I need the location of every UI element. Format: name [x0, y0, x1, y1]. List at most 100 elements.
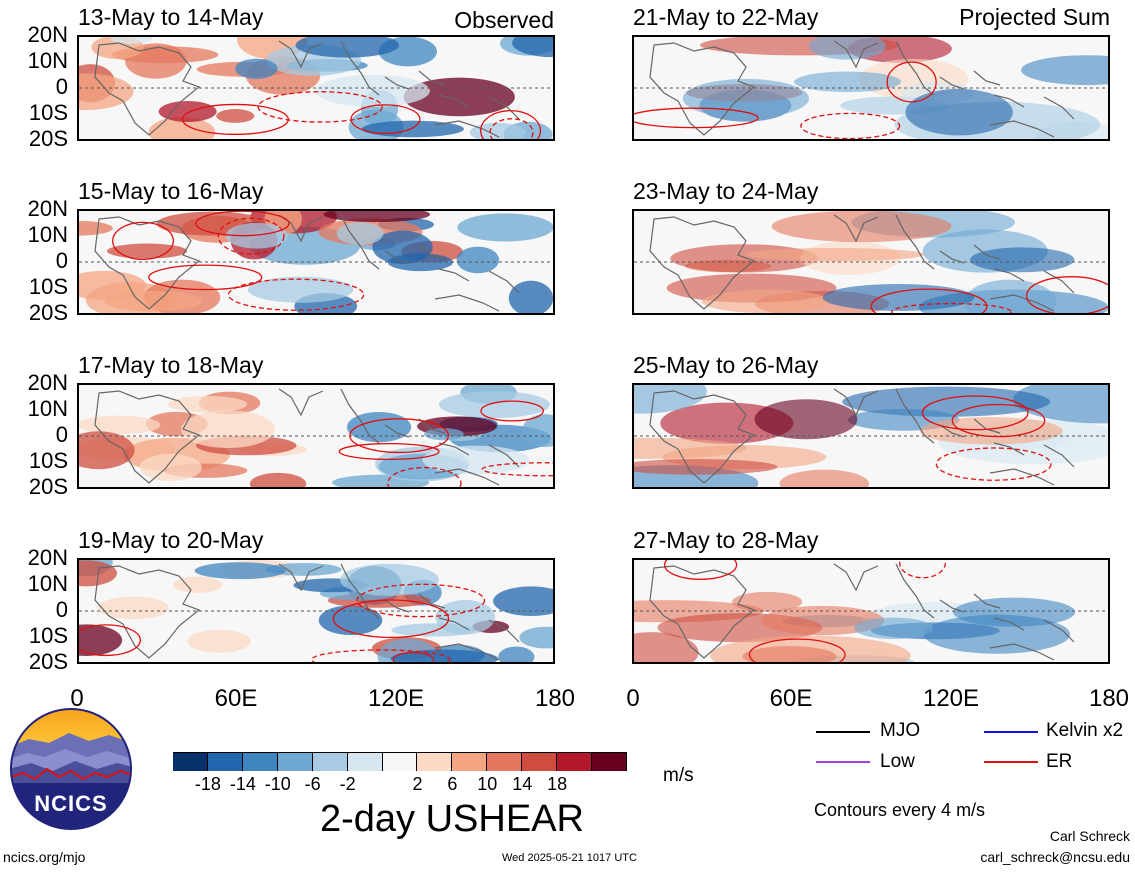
panel-title: 23-May to 24-May — [633, 178, 819, 204]
coastline-maritime — [895, 563, 1075, 643]
shear-blob — [456, 246, 500, 274]
coastline-maritime — [340, 214, 520, 294]
lat-label: 10S — [28, 448, 68, 473]
panel-title: 15-May to 16-May — [78, 178, 264, 204]
shear-blob — [173, 576, 223, 593]
lat-label: 0 — [55, 597, 68, 622]
shear-blob — [809, 37, 886, 60]
lat-label: 20N — [27, 22, 68, 47]
shear-blob — [794, 71, 902, 93]
er-contour — [387, 466, 462, 487]
shear-blob — [187, 629, 251, 653]
lat-label: 20S — [28, 300, 68, 325]
shear-blob — [438, 391, 550, 419]
er-contour — [870, 288, 988, 313]
shear-blob — [854, 617, 934, 640]
shear-blob — [634, 437, 748, 459]
legend-label: Kelvin x2 — [1046, 720, 1124, 741]
lat-label: 10S — [28, 623, 68, 648]
coastline-africa — [94, 565, 201, 659]
panel-corner-label: Observed — [454, 7, 554, 33]
coastline-india — [833, 214, 879, 243]
colorbar-tick-label: -2 — [339, 774, 356, 794]
footer-email[interactable]: carl_schreck@ncsu.edu — [980, 849, 1130, 865]
panel-corner-label: Projected Sum — [959, 4, 1110, 30]
lat-label: 0 — [55, 74, 68, 99]
er-contour — [748, 638, 846, 662]
map-svg — [634, 385, 1108, 487]
lat-label: 20N — [27, 545, 68, 570]
colorbar-tick-label: 10 — [477, 774, 498, 794]
shear-blob — [97, 596, 169, 620]
er-contour — [217, 217, 285, 255]
er-contour — [891, 302, 1012, 313]
legend-swatch-low — [816, 761, 870, 763]
er-contour — [921, 395, 1029, 431]
coastline-maritime — [895, 40, 1075, 120]
lat-label: 10N — [27, 48, 68, 73]
er-contour — [257, 91, 383, 123]
lat-label: 10N — [27, 396, 68, 421]
shear-blob — [469, 122, 526, 139]
shear-blob — [79, 431, 135, 470]
map-panel — [632, 558, 1110, 664]
logo-text: NCICS — [34, 791, 108, 816]
er-contour — [332, 599, 450, 639]
map-svg — [634, 560, 1108, 662]
colorbar-tick-label: -6 — [304, 774, 321, 794]
colorbar-cell — [312, 753, 348, 771]
er-contour — [480, 400, 544, 422]
shear-blob — [107, 243, 188, 259]
main-title: 2-day USHEAR — [320, 798, 584, 840]
lon-label: 0 — [626, 685, 640, 712]
lon-label: 180 — [534, 685, 576, 712]
shear-blob — [139, 453, 202, 482]
colorbar-tick-label: 2 — [412, 774, 423, 794]
er-contour — [392, 651, 435, 662]
shear-blob — [315, 74, 430, 107]
shear-blob — [701, 289, 832, 313]
map-svg — [634, 211, 1108, 313]
coastline-india — [278, 563, 324, 592]
colorbar-units: m/s — [663, 765, 694, 786]
colorbar — [173, 752, 627, 771]
map-panel — [632, 383, 1110, 489]
er-contour — [227, 278, 365, 311]
shear-blob — [519, 626, 553, 649]
colorbar-tick-label: -14 — [229, 774, 256, 794]
colorbar-cell — [382, 753, 418, 771]
shear-blob — [318, 605, 383, 636]
coastline-india — [278, 40, 324, 69]
colorbar-tick-label: -18 — [194, 774, 221, 794]
map-svg — [79, 385, 553, 487]
coastline-maritime — [340, 388, 520, 468]
contour-note: Contours every 4 m/s — [814, 800, 986, 820]
shear-blob — [295, 37, 399, 58]
er-contour — [338, 442, 440, 461]
legend-swatch-mjo — [816, 731, 870, 733]
colorbar-cell — [592, 753, 627, 771]
er-contour — [663, 560, 738, 580]
map-svg — [634, 37, 1108, 139]
shear-blob — [779, 469, 870, 487]
footer-url[interactable]: ncics.org/mjo — [3, 849, 86, 865]
shear-blob — [225, 222, 288, 249]
map-svg — [79, 37, 553, 139]
shear-blob — [194, 562, 286, 580]
coastline-india — [278, 388, 324, 417]
coastline-africa — [649, 42, 756, 136]
map-panel — [77, 383, 555, 489]
shear-blob — [339, 563, 439, 596]
legend-label: ER — [1046, 751, 1073, 772]
map-svg — [79, 560, 553, 662]
lat-label: 10N — [27, 222, 68, 247]
er-contour — [634, 107, 759, 129]
lon-label: 60E — [214, 685, 258, 712]
colorbar-tick-label: 6 — [447, 774, 458, 794]
lon-label: 180 — [1088, 685, 1130, 712]
shear-blob — [457, 213, 553, 242]
lat-label: 20N — [27, 370, 68, 395]
shear-blob — [249, 472, 307, 487]
shear-blob — [167, 396, 248, 413]
shear-blob — [336, 222, 384, 246]
